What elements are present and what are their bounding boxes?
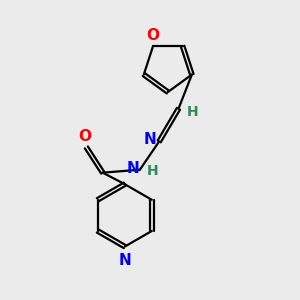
Text: O: O <box>78 129 92 144</box>
Text: H: H <box>146 164 158 178</box>
Text: N: N <box>127 161 140 176</box>
Text: N: N <box>144 133 157 148</box>
Text: N: N <box>118 253 131 268</box>
Text: H: H <box>187 105 198 119</box>
Text: O: O <box>146 28 160 43</box>
